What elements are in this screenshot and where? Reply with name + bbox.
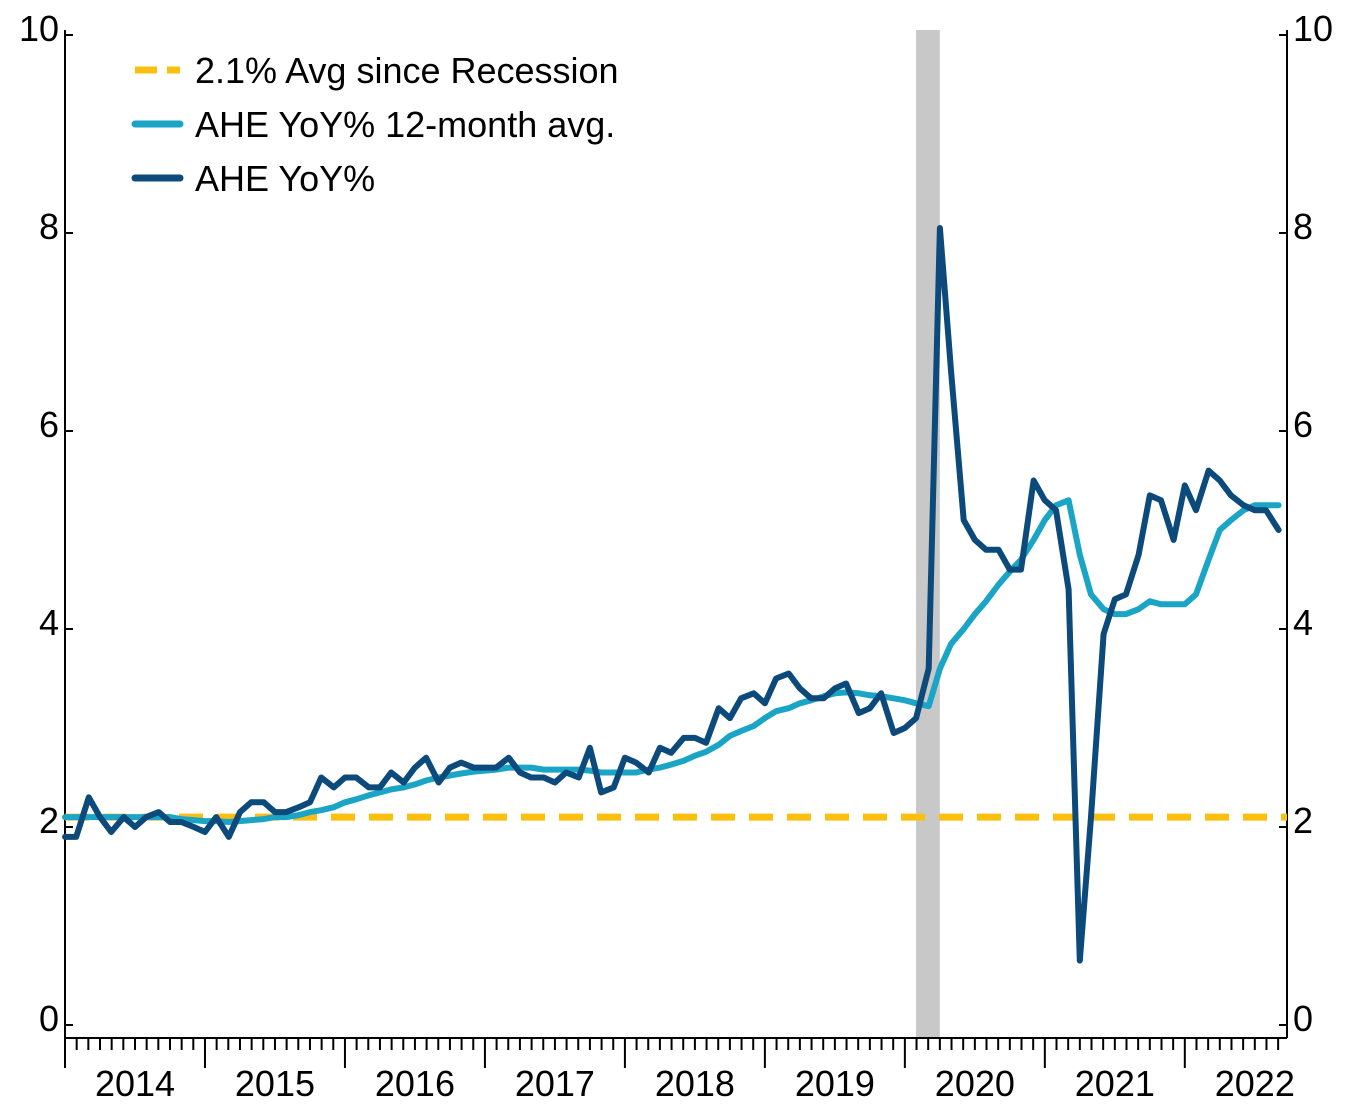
x-tick-label: 2015 — [235, 1063, 315, 1104]
y2-tick-label: 4 — [1293, 602, 1313, 643]
x-tick-label: 2017 — [515, 1063, 595, 1104]
legend-label: AHE YoY% — [195, 158, 375, 199]
series-line — [62, 225, 1282, 964]
x-tick-label: 2018 — [655, 1063, 735, 1104]
y-tick-label: 4 — [39, 602, 59, 643]
x-tick-label: 2014 — [95, 1063, 175, 1104]
y-tick-label: 2 — [39, 800, 59, 841]
series-line — [62, 497, 1282, 825]
y2-tick-label: 0 — [1293, 998, 1313, 1039]
recession-band — [916, 30, 940, 1038]
x-tick-label: 2022 — [1215, 1063, 1295, 1104]
y2-tick-label: 10 — [1293, 8, 1333, 49]
y-tick-label: 0 — [39, 998, 59, 1039]
legend-label: AHE YoY% 12-month avg. — [195, 104, 615, 145]
legend-label: 2.1% Avg since Recession — [195, 50, 619, 91]
x-tick-label: 2019 — [795, 1063, 875, 1104]
y-tick-label: 10 — [19, 8, 59, 49]
y-tick-label: 6 — [39, 404, 59, 445]
y2-tick-label: 6 — [1293, 404, 1313, 445]
x-tick-label: 2021 — [1075, 1063, 1155, 1104]
y2-tick-label: 8 — [1293, 206, 1313, 247]
y2-tick-label: 2 — [1293, 800, 1313, 841]
y-tick-label: 8 — [39, 206, 59, 247]
x-tick-label: 2020 — [935, 1063, 1015, 1104]
x-tick-label: 2016 — [375, 1063, 455, 1104]
